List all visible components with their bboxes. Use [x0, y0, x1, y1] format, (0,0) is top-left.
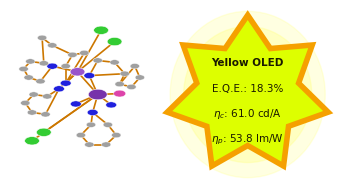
Text: $\eta_p$: 53.8 lm/W: $\eta_p$: 53.8 lm/W: [211, 133, 284, 147]
Text: Yellow OLED: Yellow OLED: [212, 58, 284, 68]
Ellipse shape: [170, 11, 325, 178]
Circle shape: [85, 142, 94, 147]
Circle shape: [54, 86, 64, 92]
Circle shape: [70, 68, 85, 76]
Circle shape: [135, 75, 145, 80]
Circle shape: [60, 80, 71, 86]
Circle shape: [84, 73, 95, 79]
Circle shape: [25, 137, 39, 145]
Ellipse shape: [197, 40, 298, 149]
Circle shape: [115, 81, 124, 87]
Polygon shape: [167, 15, 328, 166]
Circle shape: [112, 132, 121, 138]
Circle shape: [41, 112, 50, 117]
Circle shape: [94, 26, 109, 34]
Circle shape: [88, 89, 107, 100]
Text: $\eta_c$: 61.0 cd/A: $\eta_c$: 61.0 cd/A: [213, 107, 282, 121]
Circle shape: [27, 110, 37, 115]
Circle shape: [120, 71, 129, 76]
Circle shape: [26, 59, 35, 64]
Circle shape: [110, 60, 119, 65]
Circle shape: [106, 102, 117, 108]
Circle shape: [107, 37, 122, 46]
Circle shape: [101, 142, 111, 147]
Circle shape: [29, 92, 38, 97]
Circle shape: [39, 61, 49, 66]
Circle shape: [48, 43, 57, 48]
Circle shape: [80, 50, 89, 56]
Circle shape: [70, 101, 81, 107]
Circle shape: [42, 94, 52, 99]
Circle shape: [37, 35, 47, 40]
Circle shape: [93, 58, 102, 63]
Circle shape: [19, 66, 28, 72]
Circle shape: [61, 64, 70, 69]
Circle shape: [36, 79, 45, 84]
Circle shape: [130, 64, 140, 69]
Ellipse shape: [184, 26, 312, 163]
Circle shape: [87, 109, 98, 115]
Circle shape: [21, 100, 30, 106]
Circle shape: [76, 132, 86, 138]
Circle shape: [86, 122, 96, 127]
Circle shape: [103, 122, 113, 127]
Circle shape: [127, 84, 136, 90]
Text: E.Q.E.: 18.3%: E.Q.E.: 18.3%: [212, 84, 283, 94]
Circle shape: [24, 75, 33, 80]
Circle shape: [36, 128, 51, 136]
Circle shape: [68, 52, 77, 57]
Circle shape: [47, 63, 58, 69]
Circle shape: [114, 90, 126, 97]
